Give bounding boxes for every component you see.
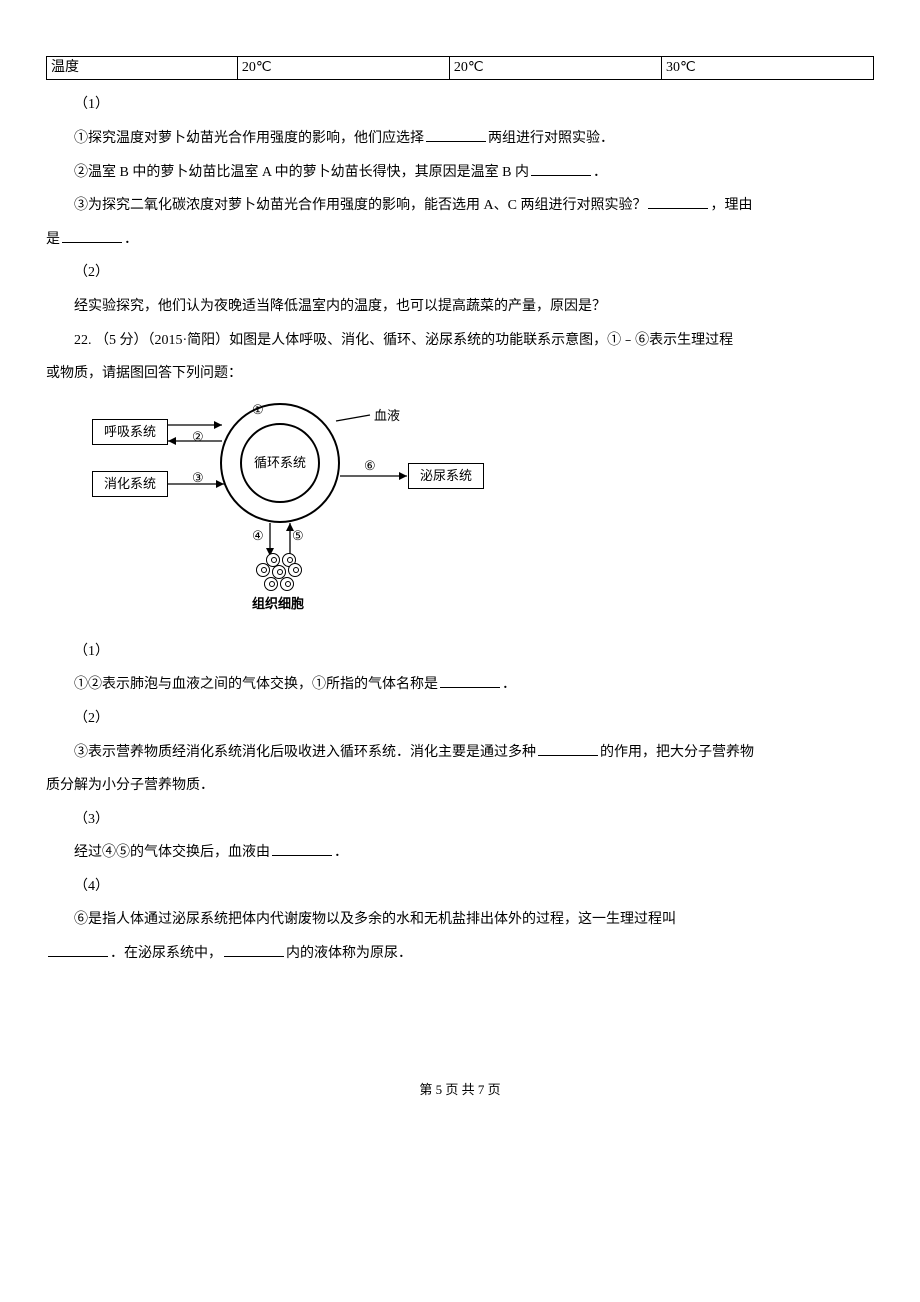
question-part-label: （2）	[46, 702, 874, 736]
table-cell: 30℃	[661, 57, 873, 80]
question-part-label: （1）	[46, 88, 874, 122]
question-part-label: （4）	[46, 870, 874, 904]
label-4: ④	[252, 529, 264, 542]
question-intro: 22. （5 分）（2015·简阳）如图是人体呼吸、消化、循环、泌尿系统的功能联…	[46, 324, 874, 358]
blank-field[interactable]	[538, 740, 598, 755]
circulation-inner-circle: 循环系统	[240, 423, 320, 503]
blank-field[interactable]	[224, 942, 284, 957]
question-intro: 或物质，请据图回答下列问题：	[46, 357, 874, 391]
text: ①探究温度对萝卜幼苗光合作用强度的影响，他们应选择	[74, 131, 424, 146]
text: ③表示营养物质经消化系统消化后吸收进入循环系统．消化主要是通过多种	[74, 745, 536, 760]
question-line: ③为探究二氧化碳浓度对萝卜幼苗光合作用强度的影响，能否选用 A、C 两组进行对照…	[46, 189, 874, 223]
tissue-cells-label: 组织细胞	[252, 597, 304, 610]
label-1: ①	[252, 403, 264, 416]
question-line: 质分解为小分子营养物质．	[46, 769, 874, 803]
question-line: 经过④⑤的气体交换后，血液由 ．	[46, 836, 874, 870]
text: ，理由	[710, 198, 752, 213]
text: ．在泌尿系统中，	[110, 946, 222, 961]
text: 的作用，把大分子营养物	[600, 745, 754, 760]
text: ①②表示肺泡与血液之间的气体交换，①所指的气体名称是	[74, 677, 438, 692]
blank-field[interactable]	[531, 160, 591, 175]
digestive-box: 消化系统	[92, 471, 168, 497]
table-cell: 20℃	[449, 57, 661, 80]
respiratory-box: 呼吸系统	[92, 419, 168, 445]
question-line: ③表示营养物质经消化系统消化后吸收进入循环系统．消化主要是通过多种 的作用，把大分…	[46, 736, 874, 770]
blank-field[interactable]	[272, 841, 332, 856]
footer-text: 页 共	[442, 1082, 478, 1097]
label-3: ③	[192, 471, 204, 484]
text: ．	[334, 845, 348, 860]
table-row-header: 温度	[47, 57, 238, 80]
text: 是	[46, 232, 60, 247]
question-part-label: （3）	[46, 803, 874, 837]
question-part-label: （1）	[46, 635, 874, 669]
question-line: 是．	[46, 223, 874, 257]
question-line: ⑥是指人体通过泌尿系统把体内代谢废物以及多余的水和无机盐排出体外的过程，这一生理…	[46, 903, 874, 937]
page-footer: 第 5 页 共 7 页	[46, 971, 874, 1099]
question-line: ①探究温度对萝卜幼苗光合作用强度的影响，他们应选择 两组进行对照实验．	[46, 122, 874, 156]
text: 内的液体称为原尿．	[286, 946, 412, 961]
question-line: 经实验探究，他们认为夜晚适当降低温室内的温度，也可以提高蔬菜的产量，原因是？	[46, 290, 874, 324]
question-part-label: （2）	[46, 256, 874, 290]
blank-field[interactable]	[440, 673, 500, 688]
table-row: 温度 20℃ 20℃ 30℃	[47, 57, 874, 80]
label-6: ⑥	[364, 459, 376, 472]
blank-field[interactable]	[48, 942, 108, 957]
table-cell: 20℃	[237, 57, 449, 80]
blank-field[interactable]	[62, 227, 122, 242]
footer-text: 页	[484, 1082, 500, 1097]
question-line: ①②表示肺泡与血液之间的气体交换，①所指的气体名称是 ．	[46, 668, 874, 702]
label-2: ②	[192, 430, 204, 443]
text: ②温室 B 中的萝卜幼苗比温室 A 中的萝卜幼苗长得快，其原因是温室 B 内	[74, 165, 529, 180]
temperature-table: 温度 20℃ 20℃ 30℃	[46, 56, 874, 80]
text: ．	[502, 677, 516, 692]
question-line: ．在泌尿系统中， 内的液体称为原尿．	[46, 937, 874, 971]
blood-label: 血液	[374, 409, 400, 422]
tissue-cells-cluster	[252, 553, 308, 601]
blank-field[interactable]	[648, 194, 708, 209]
label-5: ⑤	[292, 529, 304, 542]
text: 经过④⑤的气体交换后，血液由	[74, 845, 270, 860]
systems-diagram: 呼吸系统 消化系统 循环系统 血液 泌尿系统 ① ② ③ ④ ⑤ ⑥	[92, 401, 512, 631]
blank-field[interactable]	[426, 127, 486, 142]
text: ．	[593, 165, 607, 180]
text: ．	[124, 232, 138, 247]
urinary-box: 泌尿系统	[408, 463, 484, 489]
question-line: ②温室 B 中的萝卜幼苗比温室 A 中的萝卜幼苗长得快，其原因是温室 B 内 ．	[46, 156, 874, 190]
text: ③为探究二氧化碳浓度对萝卜幼苗光合作用强度的影响，能否选用 A、C 两组进行对照…	[74, 198, 646, 213]
footer-text: 第	[419, 1082, 435, 1097]
text: 两组进行对照实验．	[488, 131, 614, 146]
